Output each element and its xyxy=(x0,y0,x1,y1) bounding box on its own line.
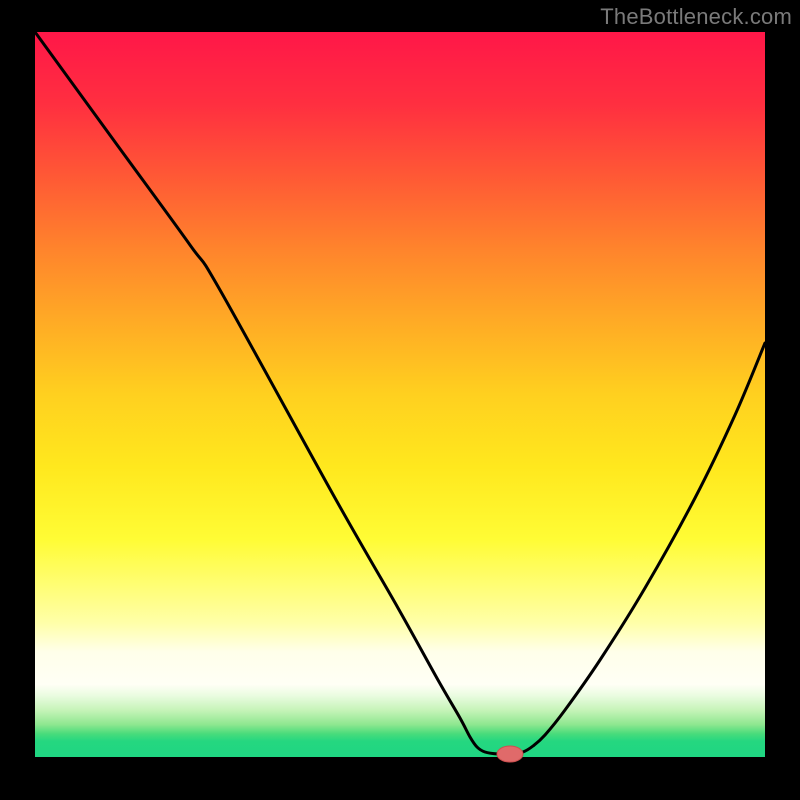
plot-gradient-area xyxy=(35,32,765,757)
bottleneck-chart-svg xyxy=(0,0,800,800)
chart-stage: TheBottleneck.com xyxy=(0,0,800,800)
watermark-label: TheBottleneck.com xyxy=(600,4,792,30)
valley-marker xyxy=(497,746,523,762)
